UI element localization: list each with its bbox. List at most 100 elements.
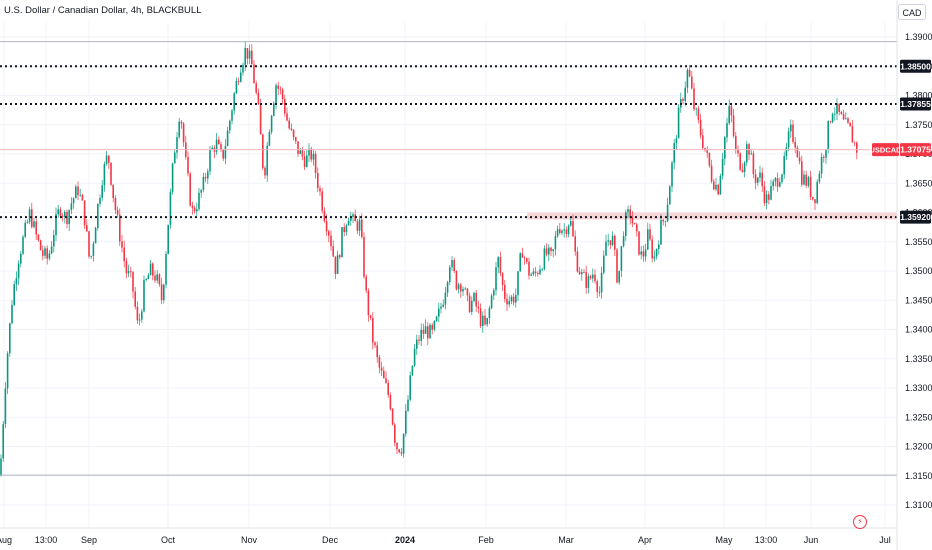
candle-body bbox=[831, 113, 834, 123]
candle-body bbox=[664, 221, 667, 222]
candle-body bbox=[521, 253, 524, 258]
candle-body bbox=[732, 115, 735, 136]
candle-body bbox=[202, 176, 205, 190]
candle-body bbox=[103, 163, 106, 186]
lightning-icon[interactable]: ⚡ bbox=[853, 515, 867, 529]
candle-body bbox=[317, 173, 319, 189]
candle-body bbox=[651, 239, 653, 259]
candle-body bbox=[517, 271, 519, 296]
y-tick-label: 1.38000 bbox=[905, 91, 932, 101]
candle-body bbox=[477, 306, 480, 309]
y-tick-label: 1.32000 bbox=[905, 442, 932, 452]
candle-body bbox=[158, 274, 161, 285]
x-tick-label: Dec bbox=[322, 535, 339, 545]
candle-body bbox=[508, 301, 510, 305]
candle-body bbox=[486, 318, 488, 325]
candle-body bbox=[594, 274, 596, 282]
candle-body bbox=[537, 272, 539, 275]
candle-body bbox=[79, 194, 81, 196]
candle-body bbox=[424, 326, 427, 334]
candle-body bbox=[605, 241, 607, 256]
candle-body bbox=[649, 229, 651, 240]
candle-body bbox=[853, 142, 856, 144]
candle-body bbox=[229, 120, 231, 131]
candle-body bbox=[341, 227, 343, 258]
candle-body bbox=[563, 229, 565, 231]
currency-button[interactable]: CAD bbox=[898, 4, 926, 20]
candle-body bbox=[136, 306, 139, 321]
candle-body bbox=[105, 155, 108, 164]
candle-body bbox=[288, 120, 290, 129]
candle-body bbox=[473, 292, 475, 302]
candle-body bbox=[737, 148, 739, 154]
candle-body bbox=[530, 274, 532, 276]
candle-body bbox=[695, 108, 697, 110]
candle-body bbox=[772, 181, 774, 187]
last-price-tag bbox=[900, 143, 931, 157]
candle-body bbox=[464, 288, 466, 290]
candle-body bbox=[310, 148, 312, 160]
candle-body bbox=[378, 357, 381, 368]
candle-body bbox=[402, 433, 405, 454]
candle-body bbox=[697, 108, 700, 120]
candle-body bbox=[570, 221, 572, 226]
candle-body bbox=[380, 367, 383, 371]
candle-body bbox=[596, 281, 598, 292]
horizontal-lines[interactable] bbox=[0, 41, 897, 476]
candle-body bbox=[165, 253, 167, 285]
candle-body bbox=[752, 153, 755, 175]
candle-body bbox=[367, 290, 370, 316]
candle-body bbox=[543, 248, 546, 270]
candle-body bbox=[13, 284, 15, 305]
candle-body bbox=[532, 271, 535, 275]
candle-body bbox=[631, 217, 634, 224]
candle-body bbox=[466, 288, 469, 296]
candle-body bbox=[825, 149, 827, 158]
candle-body bbox=[224, 145, 227, 159]
candle-body bbox=[561, 230, 563, 233]
candle-body bbox=[682, 99, 684, 101]
price-axis[interactable]: 1.390001.385001.380001.375001.370001.365… bbox=[896, 0, 932, 550]
candle-body bbox=[112, 184, 114, 198]
candle-body bbox=[242, 64, 244, 73]
candle-body bbox=[209, 149, 211, 172]
candle-body bbox=[226, 130, 229, 146]
candle-body bbox=[83, 200, 86, 226]
candle-body bbox=[303, 156, 306, 167]
candle-body bbox=[662, 219, 664, 222]
y-tick-label: 1.33500 bbox=[905, 354, 932, 364]
candle-body bbox=[171, 163, 174, 192]
candle-body bbox=[455, 271, 458, 290]
time-axis[interactable]: Aug 13:00 Sep Oct Nov Dec 2024 Feb Mar Apr May 13:0… bbox=[0, 527, 897, 545]
candle-body bbox=[336, 255, 339, 274]
candle-body bbox=[759, 172, 761, 178]
candle-body bbox=[754, 174, 757, 183]
candle-body bbox=[433, 320, 436, 330]
candle-body bbox=[61, 215, 64, 217]
candle-body bbox=[125, 261, 128, 274]
y-tick-label: 1.31000 bbox=[905, 500, 932, 510]
candle-body bbox=[790, 124, 792, 132]
level-tag bbox=[900, 97, 931, 111]
candle-body bbox=[187, 156, 189, 174]
candle-body bbox=[365, 276, 367, 291]
x-tick-label: May bbox=[715, 535, 733, 545]
candle-body bbox=[114, 197, 117, 211]
candle-body bbox=[488, 308, 491, 319]
candle-body bbox=[286, 113, 288, 121]
y-tick-label: 1.35000 bbox=[905, 266, 932, 276]
candle-body bbox=[519, 253, 521, 272]
candle-body bbox=[706, 150, 708, 153]
candle-body bbox=[101, 185, 103, 198]
candle-body bbox=[653, 256, 656, 259]
x-tick-label: Sep bbox=[81, 535, 97, 545]
x-tick-label: Mar bbox=[558, 535, 574, 545]
candle-body bbox=[363, 237, 365, 277]
candle-body bbox=[391, 408, 394, 425]
candle-body bbox=[741, 169, 744, 173]
candle-body bbox=[321, 191, 323, 211]
candle-body bbox=[306, 155, 308, 167]
candle-body bbox=[281, 89, 284, 100]
